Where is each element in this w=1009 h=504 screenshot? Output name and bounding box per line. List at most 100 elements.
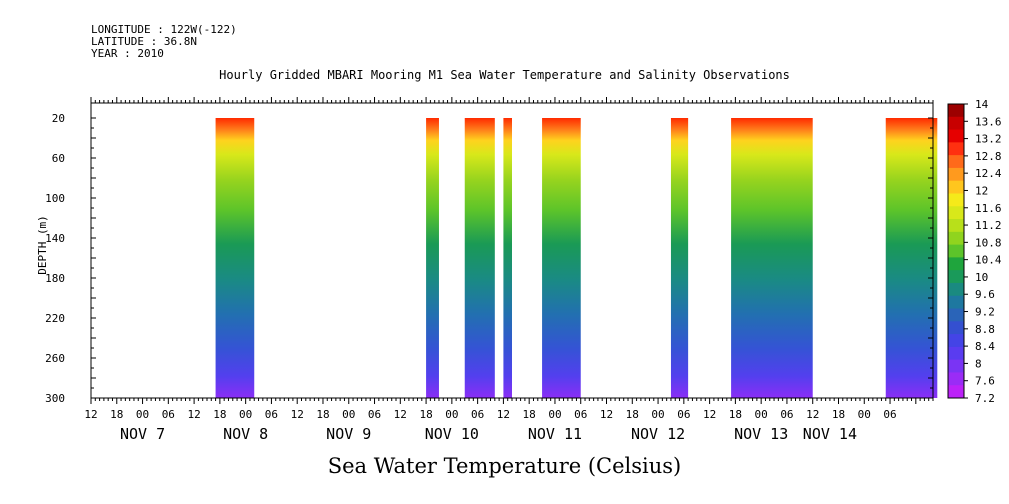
x-tick-label: 12 [703,408,716,421]
data-segment-7 [731,118,813,398]
x-tick-label: 06 [368,408,381,421]
colorbar-swatch [948,180,964,194]
y-tick-label: 60 [52,152,65,165]
colorbar-swatch [948,372,964,386]
x-tick-label: 00 [858,408,871,421]
x-tick-label: 00 [548,408,561,421]
x-tick-label: 00 [651,408,664,421]
x-tick-label: 18 [832,408,845,421]
colorbar-swatch [948,270,964,284]
colorbar-label: 12.4 [975,167,1002,180]
colorbar-swatch [948,219,964,233]
colorbar-label: 13.6 [975,115,1002,128]
x-day-label: NOV 12 [631,425,685,443]
colorbar-label: 10.8 [975,236,1002,249]
data-segment-6 [670,118,689,398]
colorbar-label: 12 [975,184,988,197]
x-tick-label: 18 [523,408,536,421]
x-tick-label: 12 [394,408,407,421]
x-day-label: NOV 10 [425,425,479,443]
data-segment-5 [542,118,581,398]
colorbar-label: 8.4 [975,340,995,353]
colorbar-swatch [948,334,964,348]
colorbar-label: 8 [975,357,982,370]
x-tick-label: 12 [84,408,97,421]
colorbar-label: 11.6 [975,202,1002,215]
data-segment-2 [426,118,439,398]
colorbar-swatch [948,167,964,182]
y-axis: 20 60 100 140 180 220 260 300 [45,112,933,405]
x-tick-label: 12 [187,408,200,421]
plot-area [215,118,938,398]
colorbar-swatch [948,385,964,399]
y-tick-label: 260 [45,352,65,365]
x-tick-label: 06 [574,408,587,421]
colorbar-label: 11.2 [975,219,1002,232]
y-tick-label: 140 [45,232,65,245]
colorbar-swatch [948,257,964,271]
x-tick-label: 00 [136,408,149,421]
colorbar-swatch [948,308,964,322]
x-tick-label: 06 [162,408,175,421]
chart-title: Hourly Gridded MBARI Mooring M1 Sea Wate… [219,68,790,82]
colorbar-label: 7.6 [975,375,995,388]
colorbar-swatch [948,359,964,373]
x-tick-label: 00 [342,408,355,421]
colorbar-swatch [948,104,964,118]
y-tick-label: 220 [45,312,65,325]
x-day-label: NOV 7 [120,425,165,443]
colorbar: 14 13.6 13.2 12.8 12.4 12 11.6 11.2 10.8 10.4 10 9.… [947,98,1002,405]
colorbar-label: 9.2 [975,306,995,319]
x-tick-label: 12 [497,408,510,421]
x-tick-label: 00 [239,408,252,421]
x-day-label: NOV 8 [223,425,268,443]
colorbar-label: 10.4 [975,254,1002,267]
colorbar-swatch [948,295,964,310]
colorbar-label: 7.2 [975,392,995,405]
x-tick-label: 12 [806,408,819,421]
y-tick-label: 100 [45,192,65,205]
x-tick-label: 12 [291,408,304,421]
x-tick-label: 18 [419,408,432,421]
x-tick-label: 18 [213,408,226,421]
x-tick-label: 18 [316,408,329,421]
colorbar-label: 10 [975,271,988,284]
colorbar-swatch [948,346,964,361]
x-tick-label: 18 [626,408,639,421]
x-tick-label: 06 [677,408,690,421]
colorbar-label: 9.6 [975,288,995,301]
x-tick-label: 18 [110,408,123,421]
colorbar-label: 8.8 [975,323,995,336]
x-tick-label: 06 [471,408,484,421]
colorbar-label: 14 [975,98,989,111]
colorbar-label: 12.8 [975,150,1002,163]
y-tick-label: 20 [52,112,65,125]
y-axis-label: DEPTH (m) [36,215,49,275]
longitude-label: LONGITUDE : 122W(-122) [91,23,237,36]
y-tick-label: 300 [45,392,65,405]
colorbar-swatch [948,282,964,297]
data-segment-4 [503,118,512,398]
colorbar-swatch [948,244,964,258]
x-axis: 12 18 00 06 12 18 00 06 12 18 00 06 12 18 00 06 12 18 00 06… [84,97,934,443]
colorbar-swatch [948,231,964,246]
x-tick-label: 18 [729,408,742,421]
year-label: YEAR : 2010 [91,47,164,60]
x-tick-label: 00 [445,408,458,421]
colorbar-swatch [948,142,964,156]
colorbar-label: 13.2 [975,133,1002,146]
latitude-label: LATITUDE : 36.8N [91,35,197,48]
data-segment-1 [215,118,255,398]
data-segment-3 [464,118,495,398]
x-day-label: NOV 11 [528,425,582,443]
x-tick-label: 06 [883,408,896,421]
colorbar-swatch [948,129,964,143]
colorbar-swatch [948,155,964,169]
y-tick-label: 180 [45,272,65,285]
colorbar-frame [947,103,965,399]
x-day-label: NOV 9 [326,425,371,443]
x-tick-label: 06 [780,408,793,421]
colorbar-swatch [948,206,964,220]
colorbar-swatch [948,116,964,131]
